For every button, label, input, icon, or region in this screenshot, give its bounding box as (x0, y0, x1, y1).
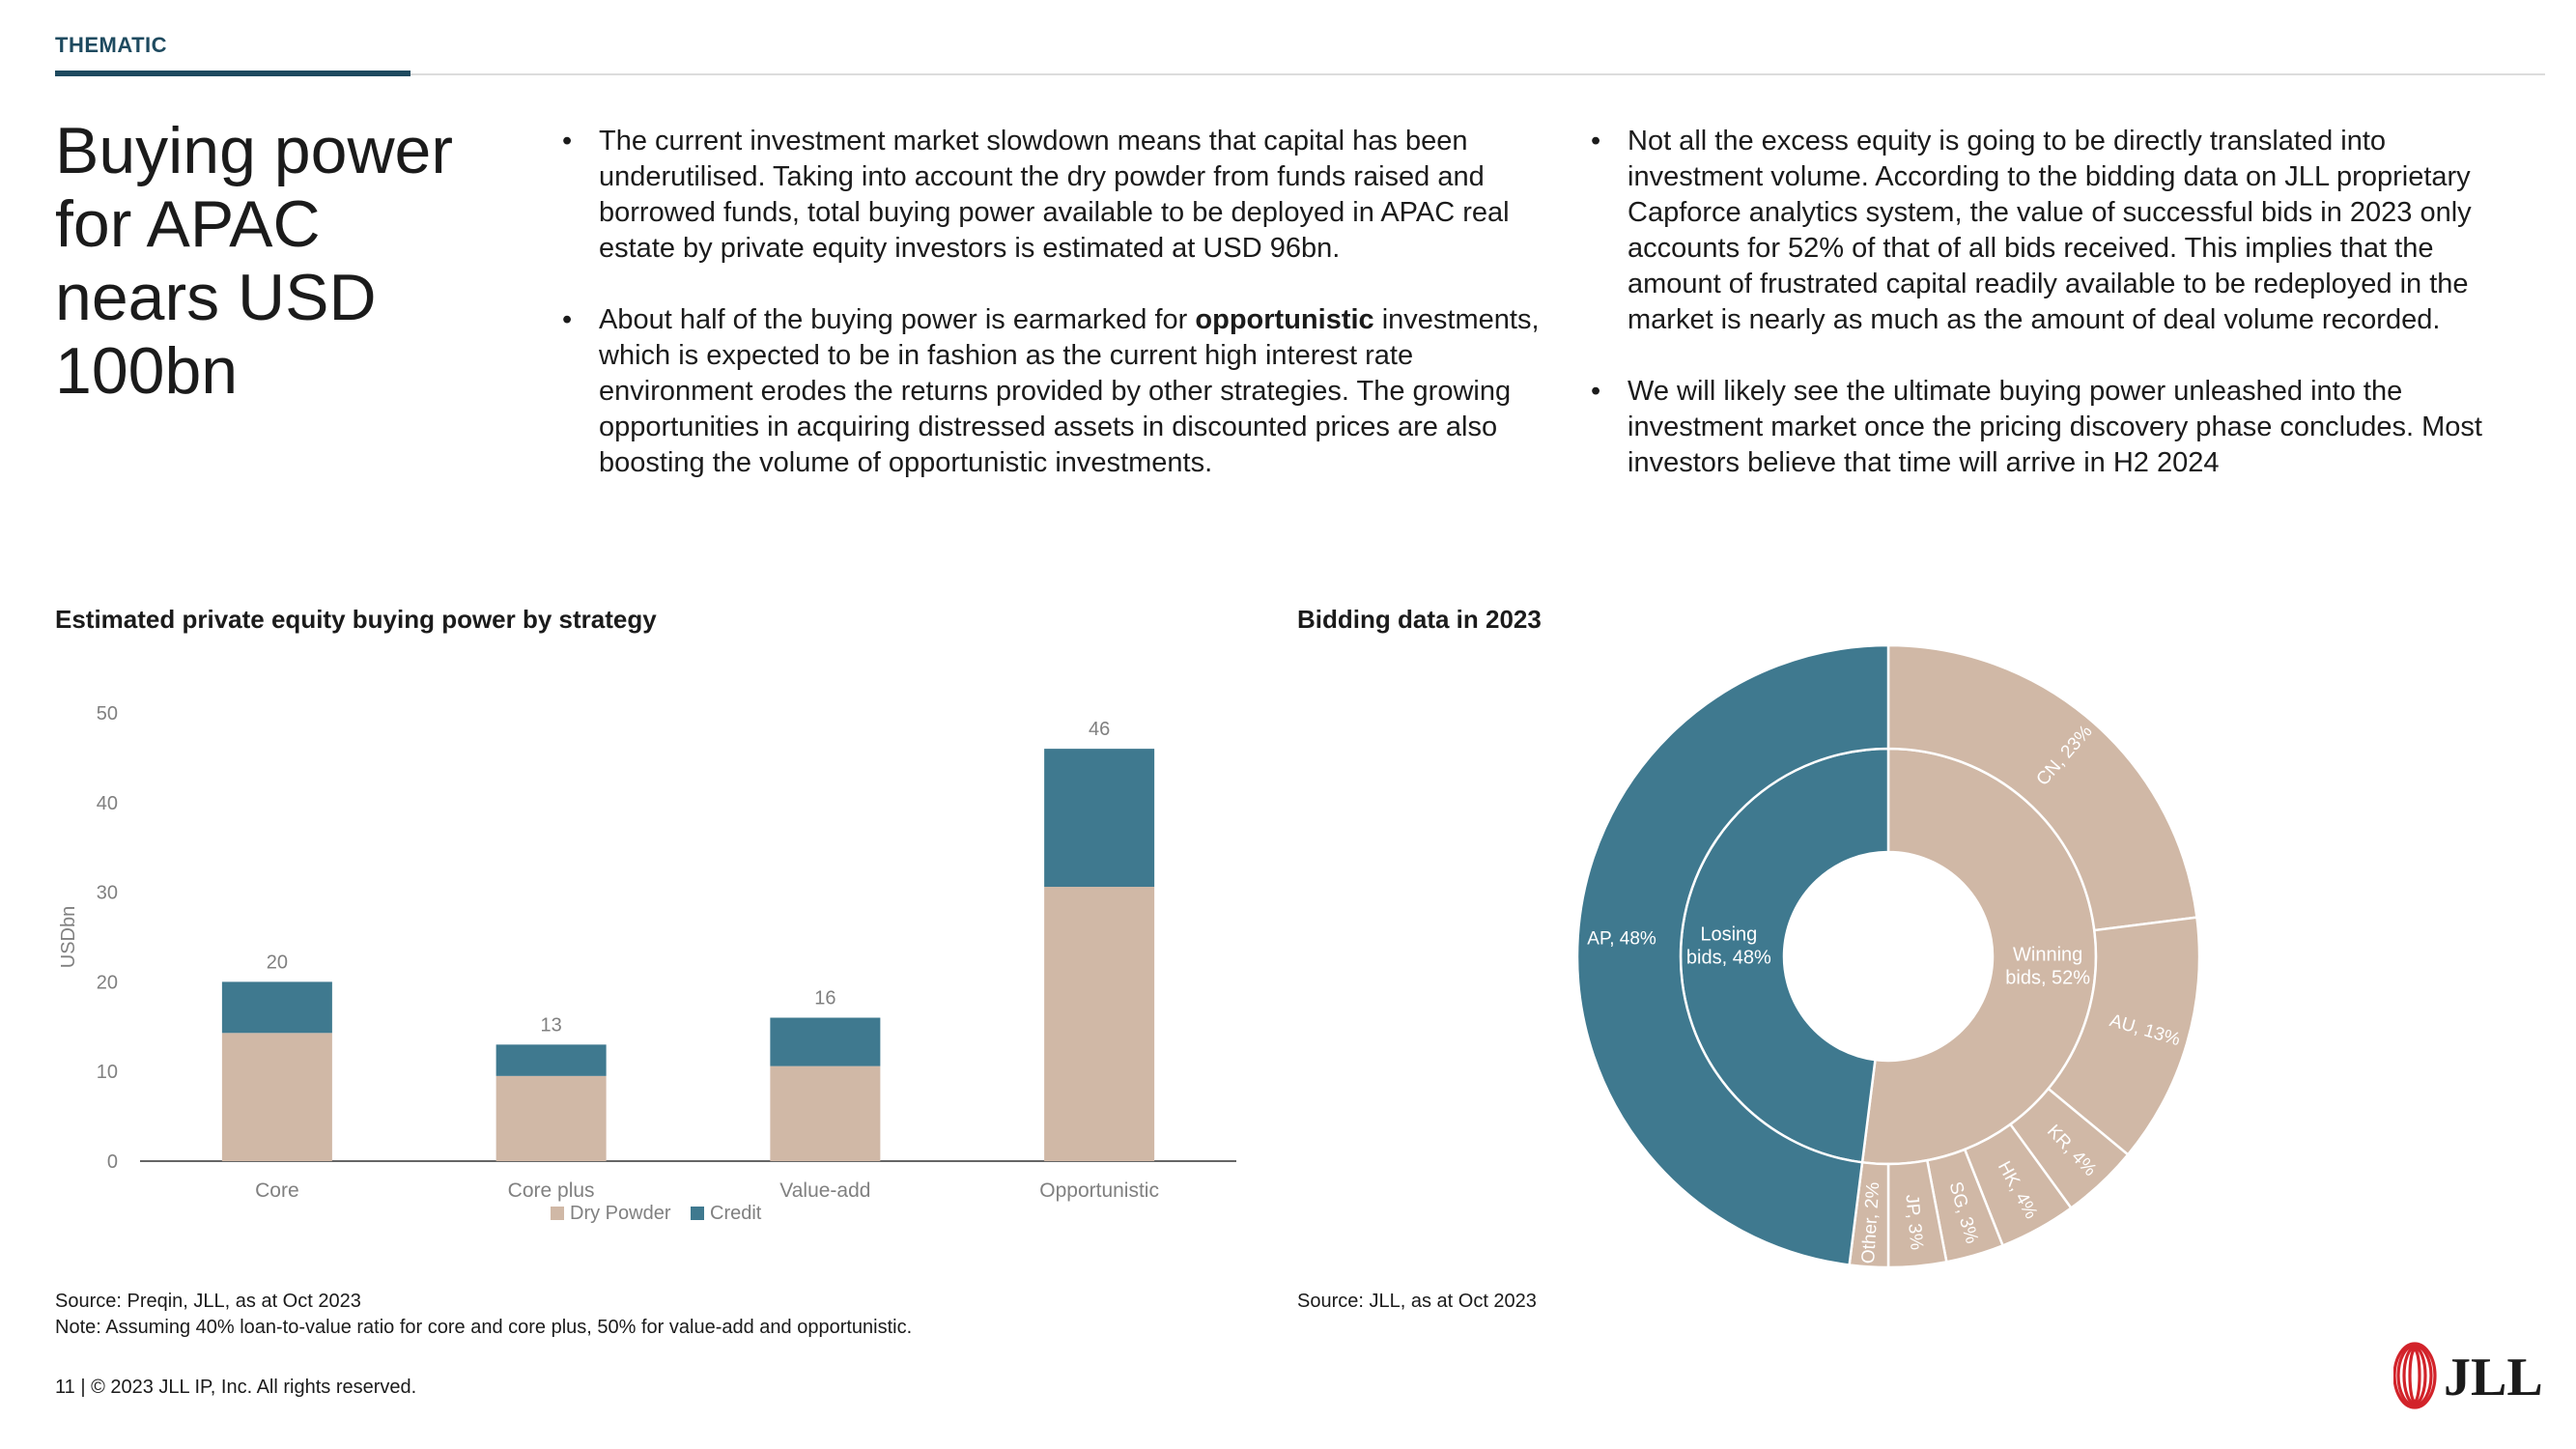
jll-logo-mark (2393, 1342, 2437, 1409)
y-tick-label: 10 (97, 1062, 118, 1083)
bar-credit (770, 1017, 881, 1066)
y-tick-label: 40 (97, 793, 118, 814)
bar-dry-powder (495, 1075, 607, 1161)
bullets-column-right: • Not all the excess equity is going to … (1589, 124, 2516, 517)
bullet-text-emphasis: opportunistic (1195, 304, 1374, 335)
donut-chart-source: Source: JLL, as at Oct 2023 (1297, 1291, 1537, 1312)
donut-inner-label-line: Losing (1700, 924, 1757, 946)
bullet-text: Not all the excess equity is going to be… (1628, 126, 2472, 335)
jll-logo-text: JLL (2444, 1348, 2543, 1407)
legend-label: Credit (710, 1203, 762, 1224)
jll-logo: JLL (2393, 1342, 2543, 1409)
bullet-marker: • (562, 126, 573, 156)
section-tag: THEMATIC (55, 33, 168, 57)
bar-total-label: 13 (541, 1014, 562, 1036)
bar-chart-note: Note: Assuming 40% loan-to-value ratio f… (55, 1317, 913, 1338)
legend-swatch (551, 1207, 564, 1220)
donut-outer-segment (1886, 643, 2198, 932)
bullet-text-tail: investments, which is expected to be in … (599, 304, 1540, 478)
y-tick-label: 20 (97, 972, 118, 993)
x-tick-label: Value-add (779, 1179, 870, 1202)
bullet-item: • Not all the excess equity is going to … (1589, 124, 2516, 338)
bullets-column-middle: • The current investment market slowdown… (560, 124, 1545, 517)
bar-chart: 0 10 20 30 40 50 USDbn 20 Core 13 Core plus 16 Value… (58, 703, 1236, 1224)
bar-dry-powder (1044, 887, 1155, 1161)
bar-total-label: 20 (267, 952, 288, 973)
y-tick-label: 30 (97, 883, 118, 904)
bullet-marker: • (562, 304, 573, 335)
donut-chart: Winning bids, 52%Losing bids, 48%CN, 23%AU… (1575, 643, 2201, 1269)
donut-outer-label: AP, 48% (1587, 929, 1656, 950)
section-rule-accent (55, 71, 410, 76)
x-tick-label: Opportunistic (1039, 1179, 1159, 1202)
bar-credit (221, 981, 332, 1034)
donut-inner-label: Losing bids, 48% (1686, 924, 1771, 969)
bullet-marker: • (1591, 126, 1601, 156)
x-tick-label: Core plus (508, 1179, 595, 1202)
bullet-text-lead: About half of the buying power is earmar… (599, 304, 1196, 335)
page-footer: 11 | © 2023 JLL IP, Inc. All rights rese… (55, 1377, 417, 1398)
bullet-item: • The current investment market slowdown… (560, 124, 1545, 267)
x-tick-label: Core (255, 1179, 299, 1202)
y-tick-label: 0 (107, 1151, 118, 1173)
section-rule (410, 73, 2545, 75)
bar-total-label: 46 (1089, 719, 1110, 740)
bar-chart-title: Estimated private equity buying power by… (55, 605, 657, 634)
donut-chart-title: Bidding data in 2023 (1297, 605, 1542, 634)
donut-inner-label-line: bids, 48% (1686, 948, 1771, 969)
donut-outer-segment (1575, 643, 1890, 1266)
bullet-marker: • (1591, 376, 1601, 407)
bullet-text: We will likely see the ultimate buying p… (1628, 376, 2482, 478)
bar-credit (1044, 749, 1155, 888)
bullet-text: The current investment market slowdown m… (599, 126, 1510, 264)
donut-inner-label-line: bids, 52% (2005, 967, 2090, 988)
legend-label: Dry Powder (570, 1203, 671, 1224)
legend-swatch (691, 1207, 704, 1220)
page-headline: Buying power for APAC nears USD 100bn (55, 114, 454, 408)
bar-total-label: 16 (814, 988, 835, 1009)
y-axis-label: USDbn (58, 906, 79, 968)
bullet-item: • We will likely see the ultimate buying… (1589, 374, 2516, 481)
bar-dry-powder (221, 1033, 332, 1161)
donut-inner-label: Winning bids, 52% (2005, 944, 2090, 988)
bullet-item: • About half of the buying power is earm… (560, 302, 1545, 481)
donut-inner-label-line: Winning (2013, 944, 2082, 965)
bar-dry-powder (770, 1065, 881, 1161)
bar-chart-source: Source: Preqin, JLL, as at Oct 2023 (55, 1291, 361, 1312)
y-tick-label: 50 (97, 703, 118, 724)
bar-credit (495, 1044, 607, 1076)
